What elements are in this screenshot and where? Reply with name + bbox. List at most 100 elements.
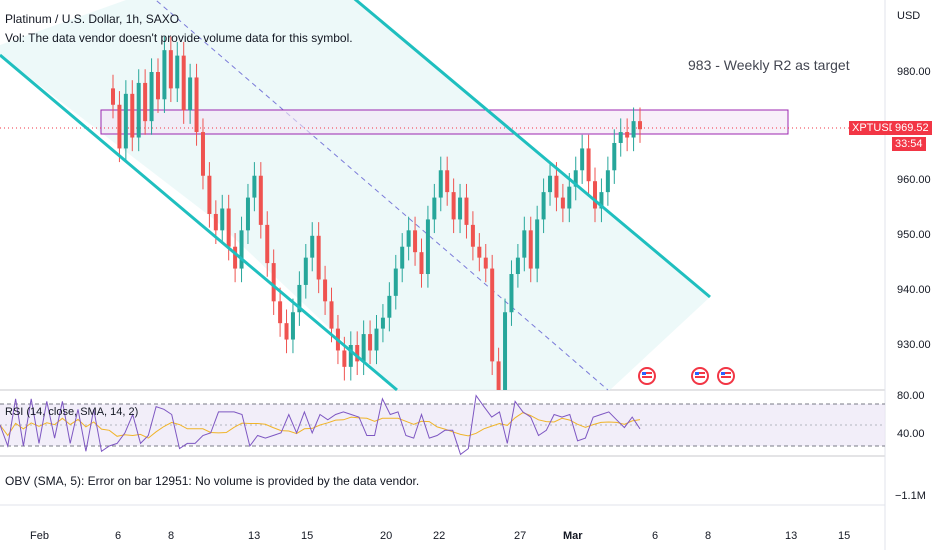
time-label: 15 bbox=[301, 530, 314, 542]
time-label: Mar bbox=[563, 530, 583, 542]
candle-body bbox=[155, 72, 160, 100]
candle-body bbox=[496, 361, 501, 390]
time-label: 13 bbox=[785, 530, 798, 542]
candle-body bbox=[194, 77, 199, 133]
candle-body bbox=[554, 175, 559, 198]
us-flag-icon[interactable] bbox=[638, 367, 656, 385]
candle-body bbox=[188, 77, 193, 111]
candle-body bbox=[162, 50, 167, 100]
candle-body bbox=[451, 192, 456, 220]
candle-body bbox=[548, 175, 553, 193]
rsi-tick: 40.00 bbox=[897, 428, 925, 440]
candle-body bbox=[303, 257, 308, 285]
candle-body bbox=[432, 197, 437, 220]
candle-body bbox=[136, 82, 141, 138]
candle-body bbox=[413, 230, 418, 253]
candle-body bbox=[111, 88, 115, 105]
candle-body bbox=[625, 132, 630, 138]
candle-body bbox=[361, 334, 366, 362]
time-label: Feb bbox=[30, 530, 49, 542]
candle-body bbox=[239, 230, 244, 269]
candle-body bbox=[117, 104, 122, 149]
price-tick: 930.00 bbox=[897, 339, 931, 351]
channel-fill bbox=[0, 0, 710, 390]
candle-body bbox=[580, 148, 585, 171]
candle-body bbox=[258, 175, 263, 225]
rsi-line bbox=[0, 394, 641, 456]
rsi-tick: 80.00 bbox=[897, 390, 925, 402]
price-axis-currency: USD bbox=[897, 10, 921, 22]
channel-lower-line bbox=[0, 53, 398, 392]
candle-body bbox=[310, 235, 315, 258]
candle-body bbox=[458, 197, 463, 220]
candle-body bbox=[535, 219, 540, 269]
candle-body bbox=[387, 295, 392, 318]
candle-body bbox=[123, 93, 128, 149]
candle-body bbox=[342, 350, 347, 367]
resistance-zone bbox=[100, 109, 789, 135]
candle-body bbox=[483, 257, 488, 269]
candle-body bbox=[490, 268, 495, 362]
grid bbox=[0, 0, 886, 550]
channel-midline bbox=[155, 0, 609, 391]
candle-body bbox=[560, 197, 565, 209]
channel-upper-line bbox=[353, 0, 711, 299]
candle-body bbox=[618, 132, 623, 143]
weekly-r2-annotation[interactable]: 983 - Weekly R2 as target bbox=[688, 57, 850, 73]
time-label: 15 bbox=[838, 530, 851, 542]
volume-legend: Vol: The data vendor doesn't provide vol… bbox=[5, 31, 353, 45]
candle-body bbox=[400, 246, 405, 269]
candle-body bbox=[593, 181, 598, 209]
price-tick: 980.00 bbox=[897, 66, 931, 78]
time-label: 27 bbox=[514, 530, 527, 542]
rsi-legend: RSI (14, close, SMA, 14, 2) bbox=[5, 406, 139, 418]
candle-body bbox=[528, 230, 533, 269]
time-label: 13 bbox=[248, 530, 261, 542]
us-flag-icon[interactable] bbox=[691, 367, 709, 385]
candle-body bbox=[425, 219, 430, 275]
obv-legend: OBV (SMA, 5): Error on bar 12951: No vol… bbox=[5, 474, 420, 488]
time-label: 20 bbox=[380, 530, 393, 542]
time-label: 6 bbox=[652, 530, 659, 542]
candle-body bbox=[374, 328, 379, 351]
candle-body bbox=[233, 246, 238, 269]
candle-body bbox=[278, 301, 283, 324]
candle-body bbox=[168, 50, 173, 89]
symbol-tag: XPTUSD bbox=[849, 121, 900, 135]
candle-body bbox=[586, 148, 591, 182]
candle-body bbox=[149, 72, 154, 122]
price-tick: 950.00 bbox=[897, 229, 931, 241]
event-icons[interactable] bbox=[638, 367, 735, 385]
candle-body bbox=[380, 317, 385, 329]
candle-body bbox=[393, 268, 398, 296]
candle-body bbox=[297, 284, 302, 313]
candle-body bbox=[271, 263, 276, 302]
candle-body bbox=[445, 170, 450, 193]
candle-body bbox=[368, 334, 373, 351]
symbol-title[interactable]: Platinum / U.S. Dollar, 1h, SAXO bbox=[5, 12, 180, 26]
candles bbox=[111, 36, 642, 390]
us-flag-icon[interactable] bbox=[717, 367, 735, 385]
candle-body bbox=[605, 170, 610, 193]
bar-countdown: 33:54 bbox=[892, 137, 926, 151]
candle-body bbox=[284, 323, 289, 340]
candle-body bbox=[175, 55, 180, 89]
candle-body bbox=[290, 312, 295, 340]
time-label: 22 bbox=[433, 530, 446, 542]
price-tick: 960.00 bbox=[897, 174, 931, 186]
candle-body bbox=[470, 224, 475, 247]
candle-body bbox=[515, 257, 520, 275]
candle-body bbox=[181, 55, 186, 111]
candle-body bbox=[638, 121, 642, 130]
candle-body bbox=[541, 192, 546, 220]
candle-body bbox=[522, 230, 527, 258]
candle-body bbox=[245, 197, 250, 231]
time-label: 8 bbox=[705, 530, 712, 542]
candle-body bbox=[226, 208, 231, 247]
candle-body bbox=[419, 252, 424, 275]
candle-body bbox=[477, 246, 482, 258]
candle-body bbox=[252, 175, 257, 198]
candle-body bbox=[323, 279, 328, 302]
candle-body bbox=[599, 192, 604, 209]
